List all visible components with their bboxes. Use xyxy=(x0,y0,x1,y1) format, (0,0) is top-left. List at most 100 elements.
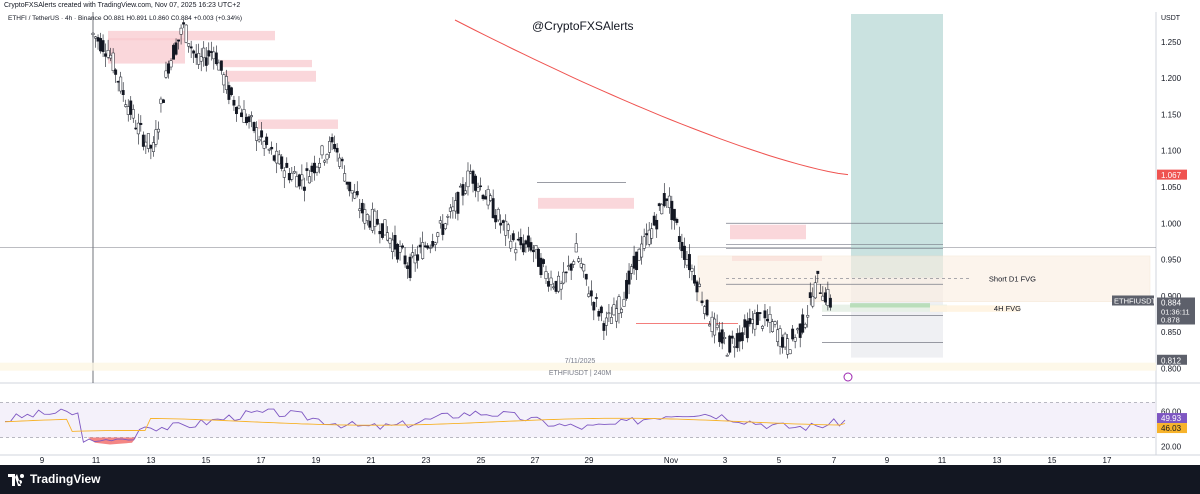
candle-body[interactable] xyxy=(368,220,372,228)
candle-body[interactable] xyxy=(670,200,674,221)
candle-body[interactable] xyxy=(373,210,377,227)
candle-body[interactable] xyxy=(778,328,782,347)
candle-body[interactable] xyxy=(209,51,213,53)
candle-body[interactable] xyxy=(119,76,123,92)
candle-body[interactable] xyxy=(255,127,259,141)
candle-body[interactable] xyxy=(182,22,186,25)
candle-body[interactable] xyxy=(290,172,294,180)
candle-body[interactable] xyxy=(323,160,326,163)
event-marker-icon[interactable] xyxy=(843,372,853,382)
candle-body[interactable] xyxy=(655,219,659,230)
candle-body[interactable] xyxy=(423,245,427,247)
candle-body[interactable] xyxy=(718,332,722,343)
candle-body[interactable] xyxy=(310,165,314,172)
candle-body[interactable] xyxy=(743,319,747,328)
candle-body[interactable] xyxy=(617,296,621,314)
candle-body[interactable] xyxy=(124,104,128,107)
candle-body[interactable] xyxy=(771,321,774,332)
candle-body[interactable] xyxy=(818,292,822,294)
candle-body[interactable] xyxy=(776,329,779,342)
candle-body[interactable] xyxy=(793,337,797,342)
candle-body[interactable] xyxy=(592,301,596,311)
candle-body[interactable] xyxy=(345,181,349,185)
candle-body[interactable] xyxy=(635,251,639,271)
candle-body[interactable] xyxy=(156,128,160,133)
candle-body[interactable] xyxy=(448,207,452,212)
candle-body[interactable] xyxy=(247,116,251,123)
candle-body[interactable] xyxy=(665,198,669,201)
candle-body[interactable] xyxy=(700,300,704,304)
candle-body[interactable] xyxy=(740,332,744,342)
candle-body[interactable] xyxy=(577,258,581,262)
candle-body[interactable] xyxy=(660,203,664,215)
candle-body[interactable] xyxy=(589,290,593,297)
candle-body[interactable] xyxy=(625,279,628,299)
candle-body[interactable] xyxy=(302,186,306,191)
candle-body[interactable] xyxy=(713,318,717,336)
candle-body[interactable] xyxy=(501,220,505,223)
candle-body[interactable] xyxy=(307,176,311,184)
candle-body[interactable] xyxy=(509,240,513,249)
candle-body[interactable] xyxy=(514,249,518,254)
candle-body[interactable] xyxy=(489,195,493,201)
candle-body[interactable] xyxy=(738,332,742,342)
candle-body[interactable] xyxy=(672,208,676,221)
candle-body[interactable] xyxy=(753,313,757,330)
candle-body[interactable] xyxy=(542,259,545,264)
candle-body[interactable] xyxy=(386,232,389,241)
candle-body[interactable] xyxy=(637,248,641,261)
candle-body[interactable] xyxy=(260,130,264,138)
candle-body[interactable] xyxy=(703,306,706,314)
candle-body[interactable] xyxy=(786,338,790,355)
candle-body[interactable] xyxy=(735,333,739,349)
candle-body[interactable] xyxy=(494,215,498,223)
candle-body[interactable] xyxy=(131,109,135,119)
candle-body[interactable] xyxy=(499,222,503,226)
candle-body[interactable] xyxy=(491,198,495,219)
candle-body[interactable] xyxy=(106,50,110,58)
candle-body[interactable] xyxy=(446,216,450,218)
candle-body[interactable] xyxy=(101,40,105,52)
candle-body[interactable] xyxy=(413,254,417,264)
candle-body[interactable] xyxy=(335,147,339,153)
candle-body[interactable] xyxy=(745,320,749,339)
candle-body[interactable] xyxy=(360,202,364,214)
candle-body[interactable] xyxy=(348,181,352,192)
candle-body[interactable] xyxy=(411,252,415,257)
candle-body[interactable] xyxy=(811,296,815,307)
candle-body[interactable] xyxy=(544,271,548,279)
candle-body[interactable] xyxy=(313,162,316,174)
candle-body[interactable] xyxy=(720,329,724,344)
candle-body[interactable] xyxy=(295,176,299,188)
candle-body[interactable] xyxy=(134,127,138,130)
candle-body[interactable] xyxy=(609,317,613,324)
candle-body[interactable] xyxy=(612,304,616,316)
candle-body[interactable] xyxy=(458,185,462,188)
candle-body[interactable] xyxy=(418,244,422,248)
candle-body[interactable] xyxy=(305,168,309,171)
candle-body[interactable] xyxy=(222,74,226,86)
candle-body[interactable] xyxy=(96,37,100,42)
candle-body[interactable] xyxy=(715,324,719,328)
candle-body[interactable] xyxy=(267,148,271,151)
candle-body[interactable] xyxy=(511,233,515,241)
candle-body[interactable] xyxy=(599,306,603,314)
candle-body[interactable] xyxy=(645,233,649,236)
candle-body[interactable] xyxy=(144,141,148,147)
candle-body[interactable] xyxy=(675,218,679,223)
candle-body[interactable] xyxy=(559,283,563,290)
candle-body[interactable] xyxy=(828,297,832,308)
candle-body[interactable] xyxy=(821,295,825,301)
candle-body[interactable] xyxy=(813,282,817,299)
candle-body[interactable] xyxy=(114,69,118,75)
candle-body[interactable] xyxy=(562,271,566,284)
candle-body[interactable] xyxy=(783,333,787,348)
candle-body[interactable] xyxy=(365,214,369,221)
candle-body[interactable] xyxy=(640,243,644,258)
candle-body[interactable] xyxy=(549,277,553,285)
candle-body[interactable] xyxy=(441,223,445,235)
candle-body[interactable] xyxy=(685,259,689,266)
candle-body[interactable] xyxy=(297,174,301,187)
candle-body[interactable] xyxy=(282,170,286,178)
candle-body[interactable] xyxy=(755,312,759,326)
